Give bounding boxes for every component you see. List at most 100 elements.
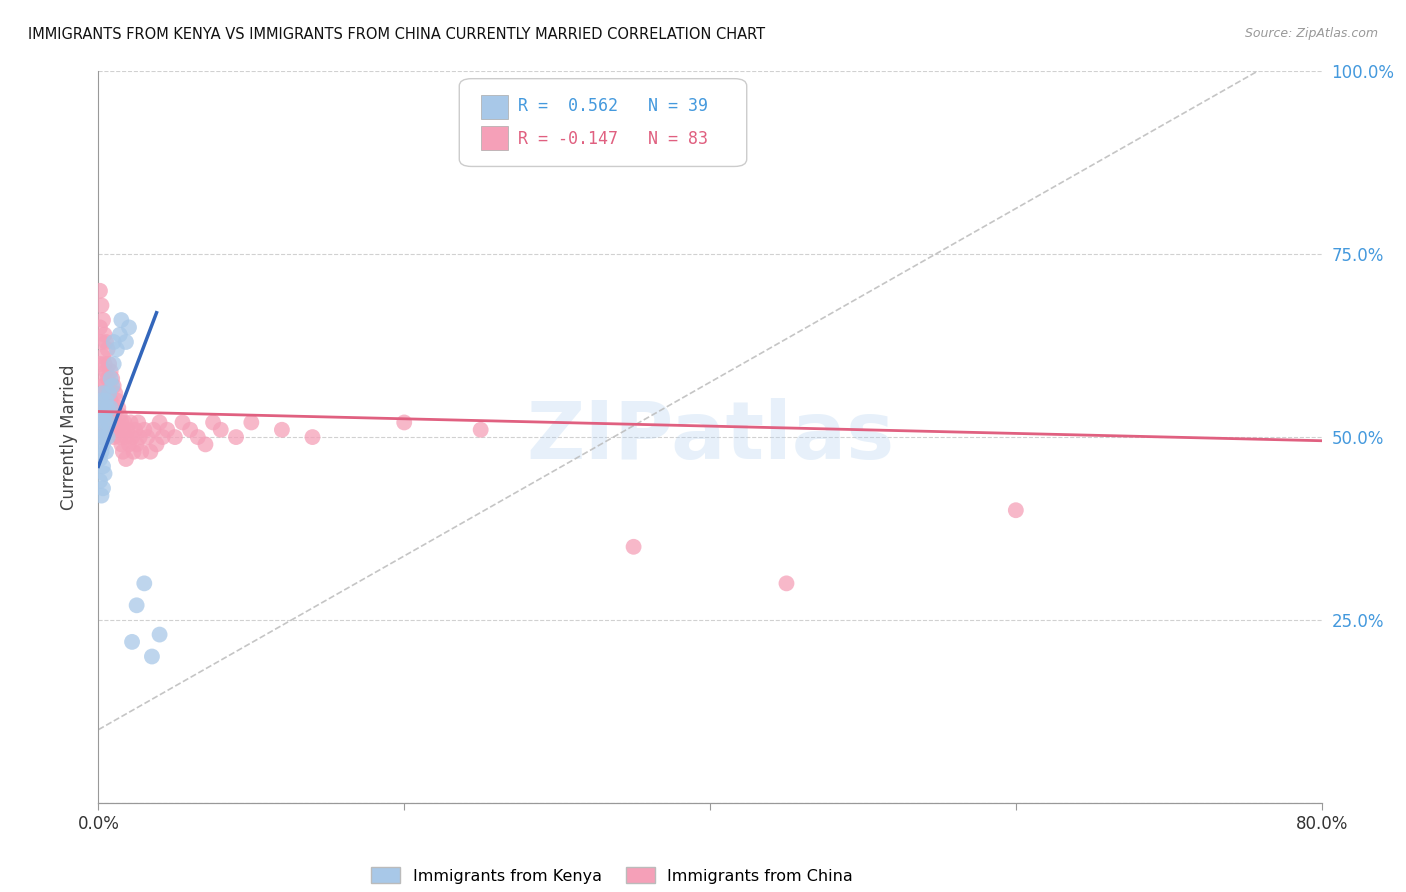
Legend: Immigrants from Kenya, Immigrants from China: Immigrants from Kenya, Immigrants from C…: [366, 861, 859, 890]
Point: [90, 423, 112, 437]
Point: [129, 444, 152, 458]
Text: IMMIGRANTS FROM KENYA VS IMMIGRANTS FROM CHINA CURRENTLY MARRIED CORRELATION CHA: IMMIGRANTS FROM KENYA VS IMMIGRANTS FROM…: [28, 27, 765, 42]
Point: [91, 481, 114, 495]
Point: [112, 416, 135, 430]
Point: [100, 364, 122, 378]
Point: [172, 416, 194, 430]
Point: [89, 393, 111, 408]
Point: [93, 467, 115, 481]
Point: [104, 416, 127, 430]
Point: [97, 401, 120, 415]
Point: [623, 540, 645, 554]
Point: [105, 343, 128, 357]
Point: [142, 423, 165, 437]
Point: [98, 386, 121, 401]
Point: [111, 444, 134, 458]
Point: [100, 423, 122, 437]
Point: [89, 430, 111, 444]
Point: [122, 444, 145, 458]
Point: [94, 423, 117, 437]
Point: [120, 416, 142, 430]
Point: [100, 401, 122, 415]
Point: [93, 357, 115, 371]
Point: [104, 386, 127, 401]
Point: [145, 437, 167, 451]
Point: [141, 649, 163, 664]
Point: [225, 430, 247, 444]
Point: [93, 416, 115, 430]
Point: [125, 599, 148, 613]
Point: [91, 408, 114, 422]
Point: [202, 416, 225, 430]
Point: [103, 430, 125, 444]
Point: [97, 430, 120, 444]
Point: [97, 343, 120, 357]
Point: [93, 327, 115, 342]
Point: [115, 334, 138, 349]
Point: [124, 423, 146, 437]
Point: [89, 284, 111, 298]
Point: [156, 423, 179, 437]
Point: [107, 401, 129, 415]
Point: [108, 408, 131, 422]
Point: [103, 334, 125, 349]
Bar: [481, 95, 508, 119]
Point: [90, 401, 112, 415]
Point: [93, 430, 115, 444]
Point: [93, 386, 115, 401]
Point: [125, 437, 148, 451]
Point: [187, 430, 209, 444]
Point: [97, 401, 120, 415]
Point: [91, 386, 114, 401]
Point: [90, 393, 112, 408]
Point: [136, 430, 159, 444]
Point: [121, 430, 143, 444]
Point: [108, 327, 131, 342]
Point: [90, 444, 112, 458]
Point: [89, 357, 111, 371]
Point: [118, 437, 141, 451]
Point: [103, 408, 125, 422]
Point: [105, 423, 128, 437]
Point: [101, 379, 124, 393]
Point: [1004, 503, 1026, 517]
Point: [775, 576, 797, 591]
Point: [149, 627, 172, 641]
Point: [94, 334, 117, 349]
Point: [110, 313, 132, 327]
Point: [152, 430, 174, 444]
Point: [103, 357, 125, 371]
Point: [100, 393, 122, 408]
Point: [128, 430, 150, 444]
Point: [98, 416, 121, 430]
Point: [94, 444, 117, 458]
Point: [91, 313, 114, 327]
Point: [94, 393, 117, 408]
Point: [301, 430, 323, 444]
Point: [209, 423, 232, 437]
Point: [134, 576, 156, 591]
Point: [117, 423, 139, 437]
Point: [90, 408, 112, 422]
Text: ZIPatlas: ZIPatlas: [526, 398, 894, 476]
Point: [121, 635, 143, 649]
Point: [94, 393, 117, 408]
Point: [115, 452, 138, 467]
Text: R = -0.147   N = 83: R = -0.147 N = 83: [517, 129, 709, 148]
Point: [470, 423, 492, 437]
Point: [89, 320, 111, 334]
Point: [90, 298, 112, 312]
Point: [101, 371, 124, 385]
Point: [91, 437, 114, 451]
Point: [111, 423, 134, 437]
Point: [163, 430, 186, 444]
Point: [94, 364, 117, 378]
Point: [90, 334, 112, 349]
Point: [94, 416, 117, 430]
Point: [91, 401, 114, 415]
Point: [98, 386, 121, 401]
Text: Source: ZipAtlas.com: Source: ZipAtlas.com: [1244, 27, 1378, 40]
Text: R =  0.562   N = 39: R = 0.562 N = 39: [517, 96, 709, 115]
Point: [179, 423, 201, 437]
Point: [91, 379, 114, 393]
